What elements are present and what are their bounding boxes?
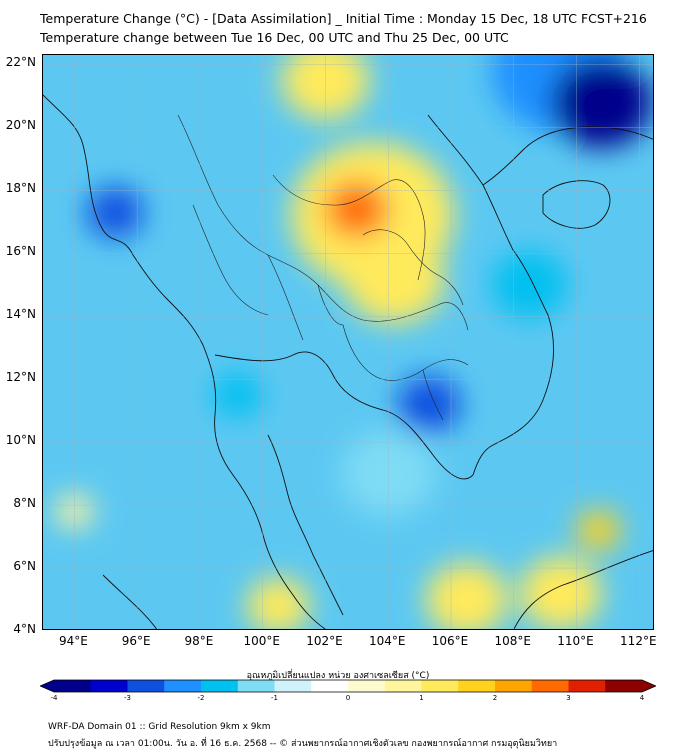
colorbar-tick-label: -2 (197, 694, 205, 702)
colorbar-tick-label: 3 (566, 694, 571, 702)
longitude-tick-label: 110°E (557, 634, 594, 648)
field-anomaly-8 (491, 250, 568, 319)
longitude-tick-label: 96°E (121, 634, 151, 648)
latitude-tick-label: 12°N (5, 370, 36, 385)
latitude-tick-label: 18°N (5, 181, 36, 196)
latitude-tick-label: 22°N (5, 55, 36, 70)
temperature-field-map (43, 55, 653, 629)
colorbar-label: อุณหภูมิเปลี่ยนแปลง หน่วย องศาเซลเซียส (… (246, 671, 430, 681)
colorbar-segment (54, 680, 92, 692)
colorbar-segment (495, 680, 533, 692)
colorbar-segment (568, 680, 606, 692)
colorbar-segment (421, 680, 459, 692)
coastlines (43, 94, 653, 629)
field-anomaly-12 (86, 186, 144, 238)
field-anomaly-13 (212, 372, 263, 418)
field-anomaly-11 (397, 376, 461, 433)
colorbar-segment (605, 680, 643, 692)
longitude-tick-label: 98°E (184, 634, 214, 648)
latitude-tick-label: 20°N (5, 118, 36, 133)
colorbar-segment (201, 680, 239, 692)
colorbar-tick-label: -4 (50, 694, 58, 702)
longitude-tick-label: 102°E (306, 634, 343, 648)
colorbar-segment (458, 680, 496, 692)
field-anomaly-7 (425, 562, 508, 629)
field-anomaly-10 (325, 180, 389, 238)
colorbar-tick-label: -1 (271, 694, 278, 702)
longitude-tick-label: 112°E (620, 634, 657, 648)
graticule (43, 55, 653, 629)
longitude-tick-label: 104°E (368, 634, 406, 648)
longitude-tick-label: 94°E (58, 634, 88, 648)
colorbar-outline (40, 679, 656, 693)
colorbar-segment (237, 680, 275, 692)
latitude-tick-label: 4°N (13, 622, 36, 636)
colorbar-tick-label: -3 (124, 694, 131, 702)
field-anomaly-6 (520, 556, 602, 629)
colorbar-tick-label: 0 (345, 694, 351, 702)
field-anomaly-14 (576, 510, 621, 551)
colorbar-segment (311, 680, 349, 692)
colorbar-segment (348, 680, 386, 692)
colorbar-segment (90, 680, 128, 692)
latitude-tick-label: 6°N (13, 559, 36, 574)
longitude-tick-label: 108°E (494, 634, 532, 648)
colorbar-tick-label: 1 (419, 694, 424, 702)
footer-credit: ปรับปรุงข้อมูล ณ เวลา 01:00น. วัน อ. ที่… (48, 739, 558, 749)
colorbar-segment (164, 680, 202, 692)
colorbar-segment (384, 680, 422, 692)
map-panel (42, 54, 654, 630)
colorbar-segment (531, 680, 569, 692)
longitude-tick-label: 106°E (431, 634, 469, 648)
longitude-tick-label: 100°E (243, 634, 280, 648)
colorbar-tick-label: 4 (639, 694, 645, 702)
latitude-tick-label: 14°N (5, 307, 36, 322)
chart-title: Temperature Change (°C) - [Data Assimila… (40, 11, 647, 26)
latitude-tick-label: 8°N (13, 496, 36, 511)
colorbar-tick-label: 2 (492, 694, 498, 702)
colorbar (40, 679, 656, 693)
admin-borders (177, 114, 469, 421)
colorbar-max-arrow (642, 680, 656, 692)
colorbar-segment (127, 680, 165, 692)
latitude-tick-label: 16°N (5, 244, 36, 259)
field-anomaly-2 (344, 233, 445, 324)
colorbar-min-arrow (40, 680, 54, 692)
footer-model-info: WRF-DA Domain 01 :: Grid Resolution 9km … (48, 722, 271, 732)
field-anomaly-3 (551, 57, 652, 148)
chart-subtitle: Temperature change between Tue 16 Dec, 0… (40, 30, 509, 45)
latitude-tick-label: 10°N (5, 433, 36, 448)
colorbar-segment (274, 680, 312, 692)
